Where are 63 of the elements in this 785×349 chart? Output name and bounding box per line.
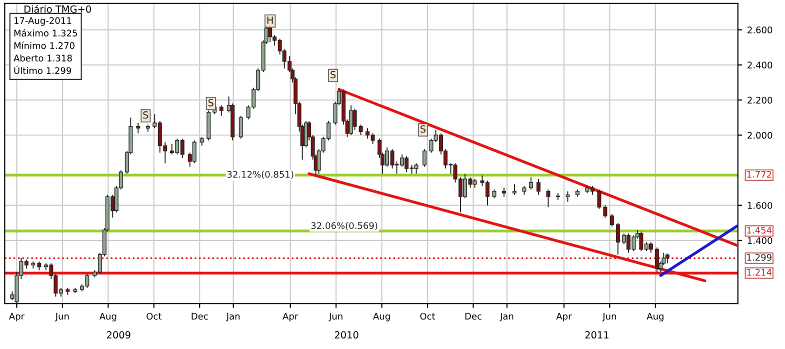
ref-line-label: 1.214 bbox=[747, 268, 772, 276]
x-tick-label: Jun bbox=[602, 312, 616, 322]
candlestick bbox=[610, 214, 614, 227]
annotation: 17-Aug-2011 bbox=[14, 17, 72, 26]
candlestick bbox=[528, 176, 533, 190]
x-tick-label: Apr bbox=[8, 312, 25, 322]
candlestick bbox=[654, 246, 659, 273]
x-tick-label: Jan bbox=[500, 312, 514, 322]
x2-tick-label: 2009 bbox=[107, 331, 130, 339]
x-tick-label: Jan bbox=[226, 312, 240, 322]
candlestick bbox=[512, 184, 516, 196]
candlestick bbox=[349, 104, 354, 136]
annotation: 32.06%(0.569) bbox=[311, 222, 378, 230]
ref-line-label: 1.299 bbox=[747, 254, 772, 261]
annotation: Mínimo 1.270 bbox=[14, 42, 74, 50]
candlestick bbox=[648, 242, 653, 254]
candlestick bbox=[136, 122, 140, 134]
candlestick bbox=[192, 140, 196, 164]
x-tick-label: Aug bbox=[373, 312, 390, 322]
x-tick-label: Aug bbox=[646, 312, 664, 322]
annotation: 32.12%(0.851) bbox=[227, 170, 294, 179]
x2-tick-label: 2011 bbox=[585, 331, 608, 339]
x-tick-label: Apr bbox=[282, 312, 298, 322]
annotation: H bbox=[267, 16, 273, 24]
y-tick-label: 1.600 bbox=[748, 202, 772, 209]
ref-line-label: 1.454 bbox=[747, 226, 772, 234]
candlestick bbox=[597, 189, 602, 210]
candlestick bbox=[422, 148, 427, 168]
annotation: Máximo 1.325 bbox=[14, 29, 77, 36]
candlestick bbox=[665, 253, 670, 264]
y-tick-label: 2.200 bbox=[748, 96, 772, 104]
candlestick bbox=[566, 190, 570, 202]
candlestick bbox=[603, 204, 608, 218]
candlestick bbox=[268, 26, 272, 43]
y-tick-label: 2.000 bbox=[748, 132, 772, 139]
x-tick-label: Apr bbox=[556, 312, 572, 322]
candlestick bbox=[536, 178, 540, 196]
x-tick-label: Dec bbox=[192, 312, 208, 320]
candlestick bbox=[358, 124, 363, 136]
candlestick bbox=[238, 115, 243, 140]
annotation: S bbox=[143, 111, 148, 119]
ref-line-label: 1.772 bbox=[747, 170, 772, 178]
candlestick bbox=[219, 104, 224, 116]
y-tick-label: 2.400 bbox=[748, 62, 772, 68]
annotation: Último 1.299 bbox=[14, 66, 72, 74]
x-tick-label: Jun bbox=[328, 312, 342, 322]
annotation: S bbox=[330, 70, 336, 78]
annotation: S bbox=[420, 125, 426, 133]
x-tick-label: Oct bbox=[420, 312, 436, 320]
annotation: S bbox=[208, 99, 214, 106]
candlestick bbox=[546, 189, 550, 208]
x-tick-label: Dec bbox=[465, 312, 482, 320]
x2-tick-label: 2010 bbox=[334, 331, 358, 339]
y-tick-label: 1.400 bbox=[748, 237, 772, 244]
candlestick bbox=[352, 108, 357, 130]
candlestick bbox=[616, 222, 620, 255]
x-tick-label: Aug bbox=[99, 312, 116, 322]
y-tick-label: 2.600 bbox=[748, 26, 772, 34]
chart-title: Diário TMG+0 bbox=[24, 4, 91, 13]
annotation: Aberto 1.318 bbox=[14, 54, 72, 62]
x-tick-label: Jun bbox=[54, 312, 69, 322]
x-tick-label: Oct bbox=[146, 312, 162, 320]
candlestick bbox=[414, 162, 418, 174]
